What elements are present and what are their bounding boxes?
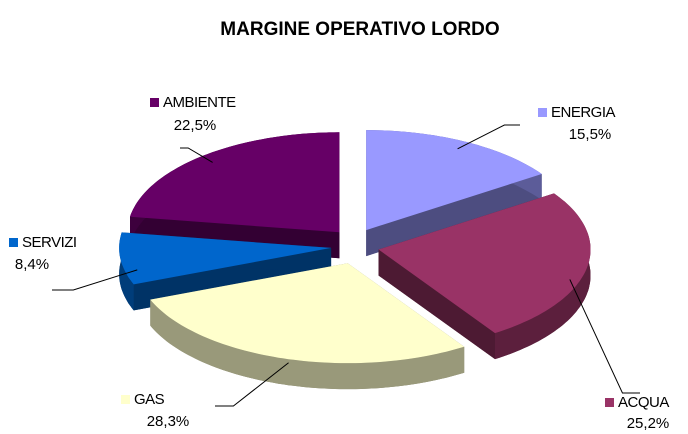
value-label: 28,3% bbox=[147, 413, 190, 430]
legend-swatch bbox=[121, 395, 130, 404]
value-label: 15,5% bbox=[569, 126, 612, 143]
slice-edge-wall bbox=[378, 249, 495, 360]
chart-title: MARGINE OPERATIVO LORDO bbox=[220, 19, 499, 40]
slice-label: GAS bbox=[134, 391, 165, 408]
slice-outer-wall bbox=[150, 299, 465, 390]
slice bbox=[119, 232, 332, 285]
slice-edge-wall bbox=[366, 174, 542, 257]
slice bbox=[366, 130, 542, 231]
slice-outer-wall bbox=[119, 232, 134, 311]
leader-line bbox=[569, 279, 640, 394]
slice bbox=[378, 193, 591, 334]
value-label: 22,5% bbox=[174, 117, 217, 134]
slice bbox=[130, 132, 340, 233]
leader-line bbox=[215, 362, 289, 407]
legend-swatch bbox=[9, 238, 18, 247]
slice-outer-wall bbox=[495, 193, 591, 360]
slice-label: ACQUA bbox=[618, 394, 669, 411]
leader-line bbox=[52, 269, 138, 291]
legend-swatch bbox=[538, 108, 547, 117]
legend-swatch bbox=[150, 98, 159, 107]
value-label: 25,2% bbox=[627, 415, 670, 432]
slice-label: ENERGIA bbox=[551, 104, 616, 121]
leader-line bbox=[180, 147, 213, 163]
slice bbox=[150, 263, 465, 364]
slice-label: SERVIZI bbox=[22, 234, 77, 251]
leader-line bbox=[457, 124, 520, 150]
legend-swatch bbox=[605, 398, 614, 407]
slice-label: AMBIENTE bbox=[163, 94, 236, 111]
value-label: 8,4% bbox=[15, 256, 49, 273]
